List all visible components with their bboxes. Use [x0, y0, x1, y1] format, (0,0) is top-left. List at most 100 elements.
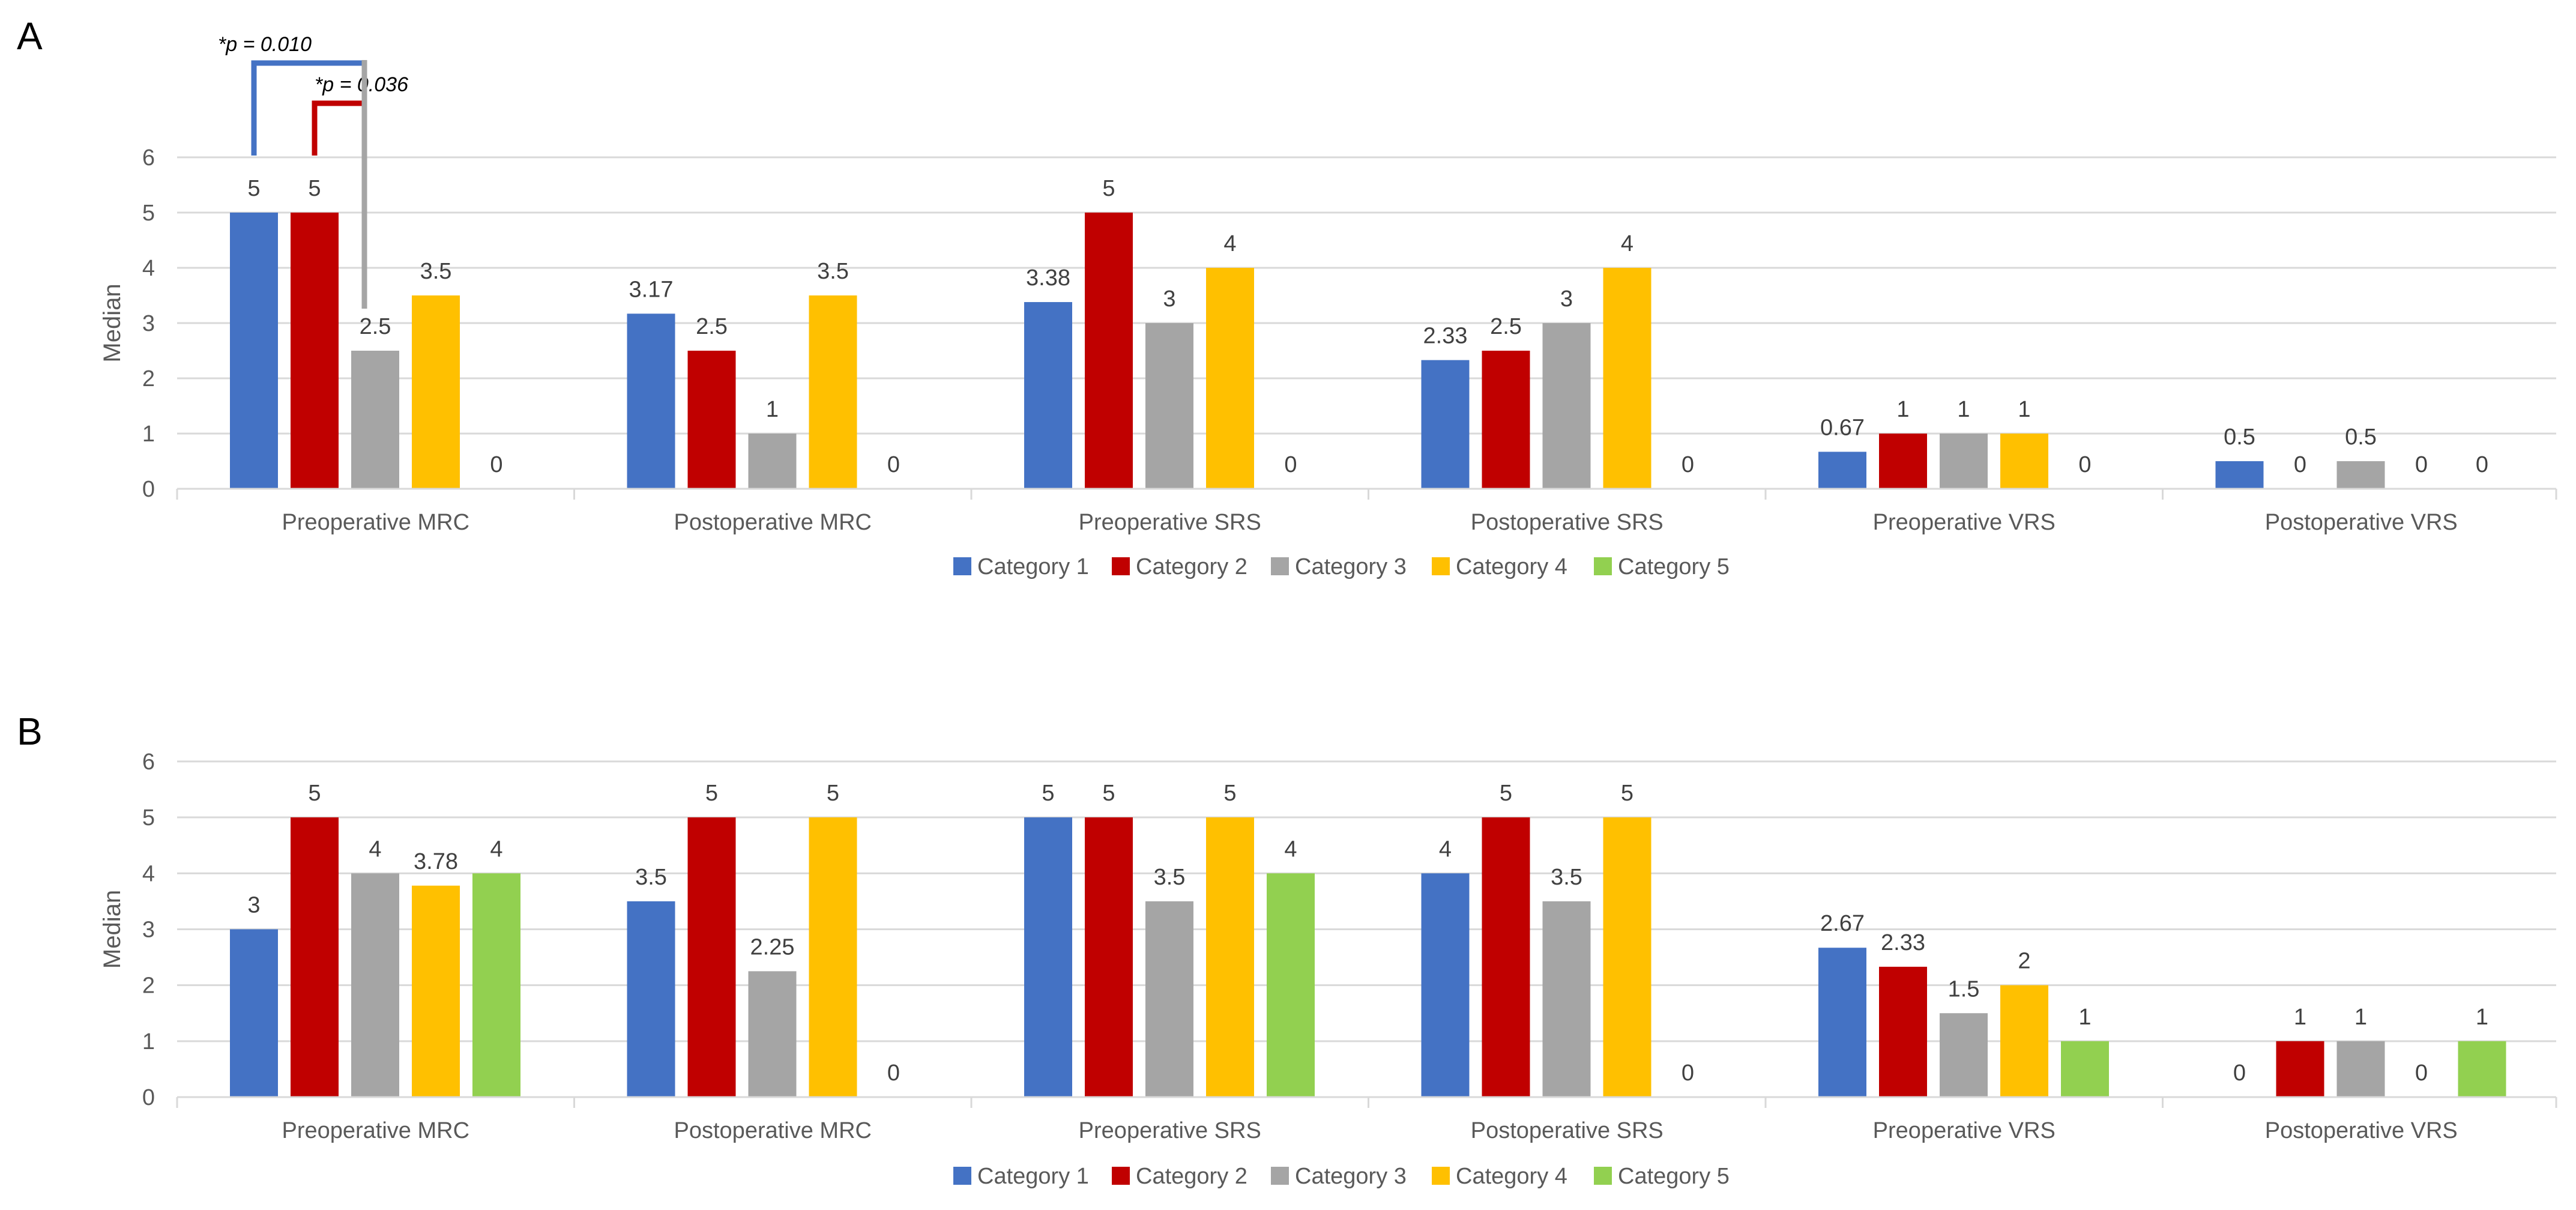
category-label-postoperative-mrc: Postoperative MRC	[674, 1118, 872, 1143]
data-label-category-2-postoperative-srs: 2.5	[1490, 314, 1522, 339]
data-label-category-1-postoperative-vrs: 0	[2233, 1060, 2246, 1086]
data-label-category-4-postoperative-srs: 5	[1621, 781, 1633, 806]
bar-category-2-postoperative-srs	[1482, 817, 1530, 1097]
bar-category-2-preoperative-vrs	[1879, 966, 1927, 1097]
data-label-category-3-postoperative-vrs: 0.5	[2345, 425, 2377, 450]
bar-category-2-postoperative-mrc	[687, 351, 736, 489]
chart-panel-a: 0 1 2 3 4 5 6 Median Preoperative MRC Postoperati…	[99, 33, 2557, 579]
bar-category-1-preoperative-mrc	[230, 929, 278, 1097]
category-label-preoperative-mrc: Preoperative MRC	[282, 510, 469, 535]
data-label-category-1-preoperative-vrs: 0.67	[1820, 415, 1865, 440]
data-label-category-2-postoperative-vrs: 1	[2294, 1005, 2306, 1030]
data-label-category-3-postoperative-mrc: 1	[766, 397, 779, 422]
legend-swatch-category-2	[1112, 1167, 1130, 1185]
data-label-category-2-preoperative-srs: 5	[1102, 176, 1115, 201]
data-label-category-5-preoperative-vrs: 1	[2078, 1005, 2091, 1030]
bar-category-4-preoperative-vrs	[2000, 985, 2048, 1097]
data-label-category-2-preoperative-vrs: 2.33	[1881, 930, 1925, 955]
legend-swatch-category-4	[1432, 1167, 1450, 1185]
bar-category-4-postoperative-mrc	[809, 817, 857, 1097]
y-tick-label-4: 4	[142, 861, 155, 886]
data-label-category-5-preoperative-mrc: 0	[490, 452, 502, 477]
bar-category-2-preoperative-mrc	[291, 817, 339, 1097]
legend-swatch-category-1	[953, 557, 971, 575]
y-tick-label-5: 5	[142, 805, 155, 830]
bar-category-5-preoperative-mrc	[472, 873, 520, 1097]
y-axis-title: Median	[99, 890, 125, 969]
panel-label-a: A	[17, 14, 43, 58]
significance-bracket-2	[312, 100, 364, 156]
data-label-category-5-postoperative-srs: 0	[1682, 1060, 1694, 1086]
legend-label-category-4: Category 4	[1456, 1164, 1567, 1189]
data-label-category-3-preoperative-mrc: 4	[369, 836, 381, 862]
y-tick-label-2: 2	[142, 366, 155, 392]
legend-label-category-1: Category 1	[977, 1164, 1089, 1189]
bar-category-4-preoperative-srs	[1206, 268, 1254, 489]
y-tick-label-2: 2	[142, 973, 155, 999]
data-label-category-1-preoperative-mrc: 5	[247, 176, 260, 201]
bar-category-4-preoperative-srs	[1206, 817, 1254, 1097]
bar-category-4-preoperative-mrc	[412, 295, 460, 489]
bar-category-3-preoperative-vrs	[1940, 1013, 1988, 1097]
category-label-postoperative-vrs: Postoperative VRS	[2265, 510, 2458, 535]
data-label-category-4-postoperative-vrs: 0	[2415, 1060, 2428, 1086]
bar-category-4-postoperative-mrc	[809, 295, 857, 489]
data-label-category-3-postoperative-vrs: 1	[2354, 1005, 2367, 1030]
bar-category-1-postoperative-vrs	[2215, 461, 2264, 489]
category-label-preoperative-vrs: Preoperative VRS	[1873, 510, 2056, 535]
data-label-category-1-postoperative-mrc: 3.17	[629, 277, 674, 302]
panel-label-b: B	[17, 710, 43, 753]
data-label-category-4-preoperative-srs: 5	[1223, 781, 1236, 806]
y-tick-label-6: 6	[142, 145, 155, 171]
significance-label-1: *p = 0.010	[218, 33, 312, 56]
data-label-category-2-preoperative-mrc: 5	[308, 176, 321, 201]
bar-category-3-postoperative-srs	[1542, 323, 1591, 489]
y-tick-label-0: 0	[142, 477, 155, 502]
legend-label-category-2: Category 2	[1136, 554, 1247, 579]
legend-swatch-category-3	[1271, 1167, 1289, 1185]
data-label-category-2-preoperative-mrc: 5	[308, 781, 321, 806]
data-label-category-4-postoperative-mrc: 3.5	[817, 259, 849, 284]
y-tick-label-6: 6	[142, 749, 155, 775]
legend-swatch-category-1	[953, 1167, 971, 1185]
data-label-category-3-postoperative-srs: 3.5	[1551, 865, 1582, 890]
bar-category-4-preoperative-mrc	[412, 885, 460, 1097]
bar-category-1-preoperative-mrc	[230, 213, 278, 489]
category-label-preoperative-vrs: Preoperative VRS	[1873, 1118, 2056, 1143]
data-label-category-1-preoperative-srs: 3.38	[1026, 265, 1070, 291]
data-label-category-1-postoperative-srs: 4	[1439, 836, 1452, 862]
data-label-category-4-preoperative-vrs: 2	[2018, 949, 2030, 974]
bar-category-2-preoperative-vrs	[1879, 434, 1927, 489]
y-tick-label-1: 1	[142, 1029, 155, 1054]
bar-category-1-postoperative-mrc	[627, 901, 675, 1097]
bar-category-2-preoperative-srs	[1085, 213, 1133, 489]
significance-label-2: *p = 0.036	[315, 73, 408, 96]
y-tick-label-1: 1	[142, 422, 155, 447]
legend-label-category-5: Category 5	[1618, 1164, 1730, 1189]
bar-category-1-postoperative-mrc	[627, 313, 675, 489]
chart-panel-b: 0 1 2 3 4 5 6 Median Preoperative MRC Postoperati…	[99, 749, 2557, 1189]
y-axis-title: Median	[99, 283, 125, 362]
data-label-category-5-postoperative-vrs: 1	[2476, 1005, 2488, 1030]
category-label-postoperative-vrs: Postoperative VRS	[2265, 1118, 2458, 1143]
category-label-preoperative-srs: Preoperative SRS	[1079, 510, 1261, 535]
bar-category-3-preoperative-mrc	[351, 351, 399, 489]
bar-category-2-postoperative-vrs	[2276, 1041, 2324, 1097]
data-label-category-1-postoperative-mrc: 3.5	[635, 865, 667, 890]
data-label-category-5-preoperative-mrc: 4	[490, 836, 502, 862]
data-label-category-3-preoperative-srs: 3.5	[1154, 865, 1186, 890]
data-label-category-3-preoperative-srs: 3	[1163, 286, 1175, 312]
data-label-category-3-preoperative-vrs: 1.5	[1948, 976, 1980, 1002]
bar-category-5-preoperative-vrs	[2061, 1041, 2109, 1097]
bar-category-1-preoperative-vrs	[1818, 452, 1866, 489]
bar-category-3-preoperative-srs	[1145, 323, 1193, 489]
bar-category-3-preoperative-vrs	[1940, 434, 1988, 489]
data-label-category-5-postoperative-mrc: 0	[887, 452, 900, 477]
data-label-category-5-preoperative-srs: 4	[1284, 836, 1297, 862]
bar-category-1-postoperative-srs	[1421, 873, 1470, 1097]
legend-label-category-2: Category 2	[1136, 1164, 1247, 1189]
category-label-preoperative-mrc: Preoperative MRC	[282, 1118, 469, 1143]
legend-swatch-category-2	[1112, 557, 1130, 575]
data-label-category-5-preoperative-vrs: 0	[2078, 452, 2091, 477]
data-label-category-5-postoperative-mrc: 0	[887, 1060, 900, 1086]
